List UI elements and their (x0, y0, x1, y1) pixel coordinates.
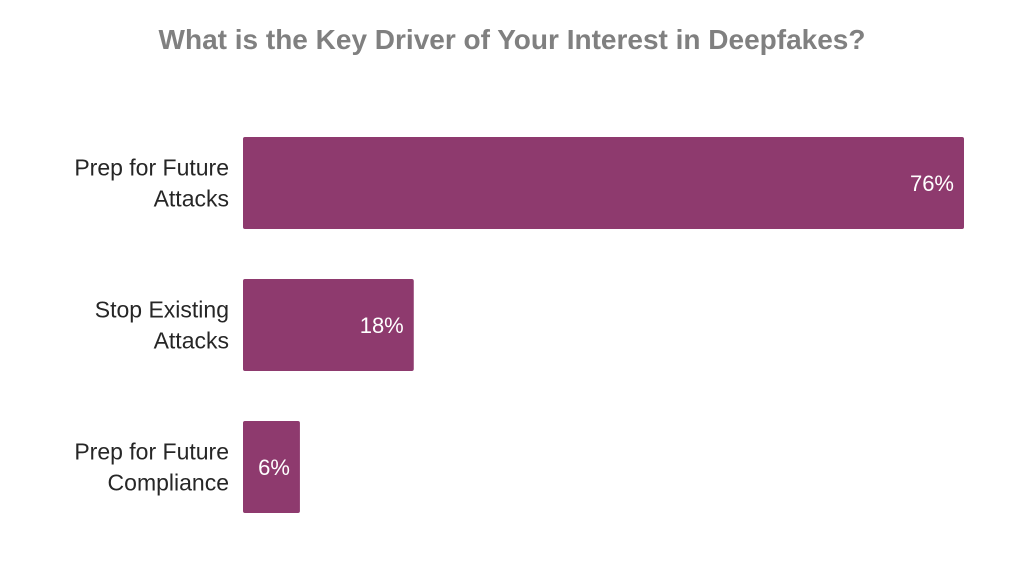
bars-layer (243, 137, 964, 513)
category-label-1: Stop Existing Attacks (95, 297, 229, 354)
value-label-1: 18% (360, 313, 404, 338)
bar-1 (243, 279, 414, 371)
category-label-2: Prep for Future Compliance (74, 439, 229, 496)
value-label-2: 6% (258, 455, 290, 480)
bar-2 (243, 421, 300, 513)
category-label-0: Prep for Future Attacks (74, 155, 229, 212)
bar-0 (243, 137, 964, 229)
value-labels: 76% 18% 6% (258, 171, 954, 480)
category-labels: Prep for Future Attacks Stop Existing Attac… (74, 155, 229, 496)
value-label-0: 76% (910, 171, 954, 196)
chart-title: What is the Key Driver of Your Interest … (158, 24, 866, 55)
